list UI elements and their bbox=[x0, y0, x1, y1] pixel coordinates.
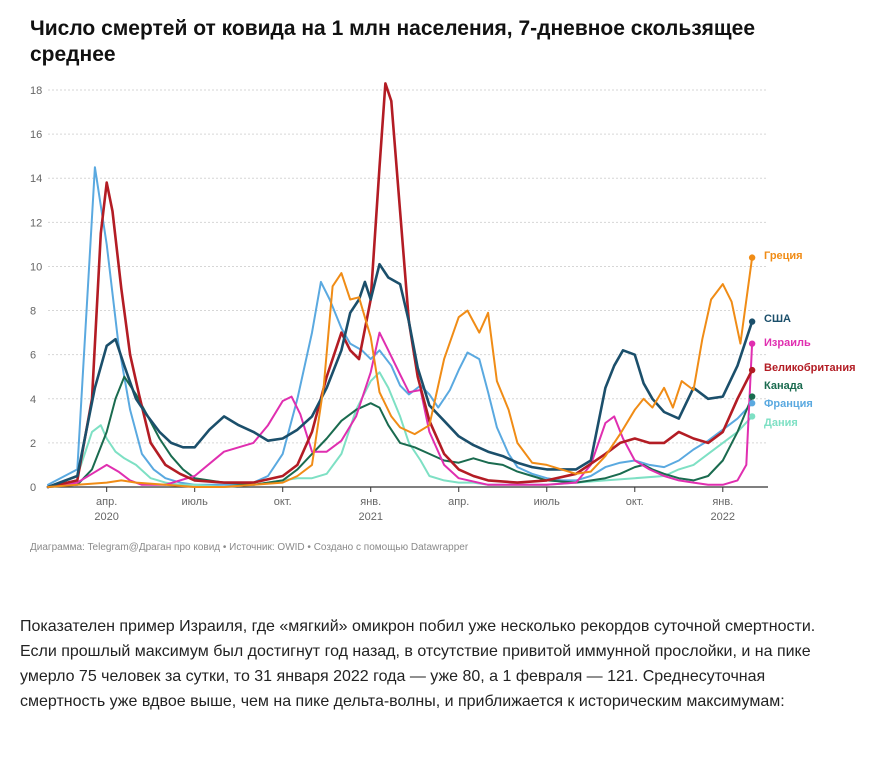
series-end-dot bbox=[748, 340, 756, 347]
x-tick-label: янв. bbox=[360, 496, 381, 508]
chart-plot: 0 2 4 6 8 10 12 14 16 18 апр. 2020 июль окт. янв. 2021… bbox=[30, 82, 856, 523]
legend-label: Франция bbox=[764, 398, 813, 410]
series-end-dot bbox=[748, 318, 756, 325]
y-tick-label: 12 bbox=[30, 217, 42, 229]
x-tick-label: окт. bbox=[626, 496, 644, 508]
chart-legend: Франция Дания Канада Израиль Великобритания С… bbox=[748, 250, 856, 429]
series-end-dot bbox=[748, 413, 756, 420]
legend-label: Израиль bbox=[764, 337, 811, 349]
y-tick-label: 6 bbox=[30, 350, 36, 362]
x-tick-year: 2022 bbox=[711, 511, 735, 523]
x-axis-ticks: апр. 2020 июль окт. янв. 2021 апр. июль окт. янв.… bbox=[94, 487, 735, 523]
series-end-dot bbox=[748, 254, 756, 261]
x-tick-label: янв. bbox=[712, 496, 733, 508]
legend-label: Канада bbox=[764, 380, 804, 392]
series-line-6 bbox=[47, 256, 754, 488]
series-end-dot bbox=[748, 366, 756, 374]
series-line-3 bbox=[47, 331, 754, 488]
legend-label: США bbox=[764, 313, 791, 325]
series-line-5 bbox=[46, 262, 754, 489]
x-tick-label: апр. bbox=[96, 496, 117, 508]
series-line-1 bbox=[47, 371, 754, 488]
series-line-2 bbox=[47, 375, 754, 488]
chart-series bbox=[46, 82, 754, 489]
x-tick-year: 2020 bbox=[94, 511, 118, 523]
chart-source: Диаграмма: Telegram@Драган про ковид • И… bbox=[30, 542, 469, 553]
x-tick-label: окт. bbox=[274, 496, 292, 508]
legend-label: Дания bbox=[764, 417, 798, 429]
x-tick-year: 2021 bbox=[358, 511, 382, 523]
y-tick-label: 14 bbox=[30, 173, 42, 185]
x-tick-label: апр. bbox=[448, 496, 469, 508]
x-tick-label: июль bbox=[534, 496, 561, 508]
series-line-0 bbox=[47, 166, 754, 486]
y-tick-label: 4 bbox=[30, 394, 36, 406]
y-tick-label: 16 bbox=[30, 129, 42, 141]
y-tick-label: 10 bbox=[30, 261, 42, 273]
series-end-dot bbox=[748, 393, 756, 400]
legend-label: Греция bbox=[764, 250, 803, 262]
y-axis-ticks: 0 2 4 6 8 10 12 14 16 18 bbox=[30, 85, 42, 494]
series-line-4 bbox=[46, 82, 754, 489]
y-tick-label: 2 bbox=[30, 438, 36, 450]
legend-label: Великобритания bbox=[764, 362, 856, 374]
y-tick-label: 0 bbox=[30, 482, 36, 494]
y-tick-label: 8 bbox=[30, 306, 36, 318]
series-end-dot bbox=[748, 399, 756, 407]
y-tick-label: 18 bbox=[30, 85, 42, 97]
article-paragraph: Показателен пример Израиля, где «мягкий»… bbox=[20, 618, 816, 710]
chart-title: Число смертей от ковида на 1 млн населен… bbox=[30, 17, 755, 66]
x-tick-label: июль bbox=[182, 496, 209, 508]
